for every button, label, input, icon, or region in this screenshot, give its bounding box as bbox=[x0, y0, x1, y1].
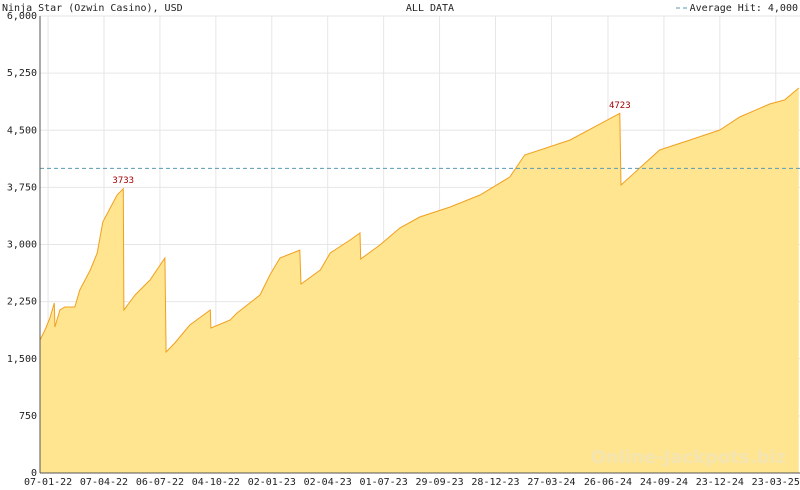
x-tick-label: 06-07-22 bbox=[136, 477, 184, 488]
x-tick-label: 01-07-23 bbox=[360, 477, 408, 488]
x-tick-label: 28-12-23 bbox=[471, 477, 519, 488]
peak-label: 3733 bbox=[112, 176, 134, 186]
x-tick-label: 23-12-24 bbox=[696, 477, 744, 488]
y-tick-label: 5,250 bbox=[7, 68, 37, 79]
x-tick-label: 07-04-22 bbox=[80, 477, 128, 488]
area-line bbox=[39, 87, 800, 354]
y-tick-label: 1,500 bbox=[7, 354, 37, 365]
watermark: Online-Jackpots.biz bbox=[591, 447, 786, 468]
y-tick-label: 6,000 bbox=[7, 11, 37, 22]
x-tick-label: 26-06-24 bbox=[584, 477, 632, 488]
y-tick-label: 3,000 bbox=[7, 240, 37, 251]
y-tick-label: 2,250 bbox=[7, 297, 37, 308]
legend-label: Average Hit: 4,000 bbox=[690, 3, 798, 14]
chart-title: Ninja Star (Ozwin Casino), USD bbox=[2, 3, 183, 14]
x-tick-label: 07-01-22 bbox=[24, 477, 72, 488]
x-tick-label: 24-09-24 bbox=[640, 477, 688, 488]
y-tick-label: 750 bbox=[19, 411, 37, 422]
x-tick-label: 04-10-22 bbox=[192, 477, 240, 488]
chart-subtitle: ALL DATA bbox=[406, 3, 454, 14]
x-tick-label: 29-09-23 bbox=[415, 477, 463, 488]
y-tick-label: 0 bbox=[31, 468, 37, 479]
x-tick-label: 02-01-23 bbox=[248, 477, 296, 488]
peak-label: 4723 bbox=[609, 101, 631, 111]
area-fill bbox=[40, 88, 799, 473]
y-tick-label: 4,500 bbox=[7, 125, 37, 136]
y-tick-label: 3,750 bbox=[7, 182, 37, 193]
x-tick-label: 02-04-23 bbox=[304, 477, 352, 488]
x-tick-label: 27-03-24 bbox=[527, 477, 575, 488]
x-tick-label: 23-03-25 bbox=[752, 477, 800, 488]
